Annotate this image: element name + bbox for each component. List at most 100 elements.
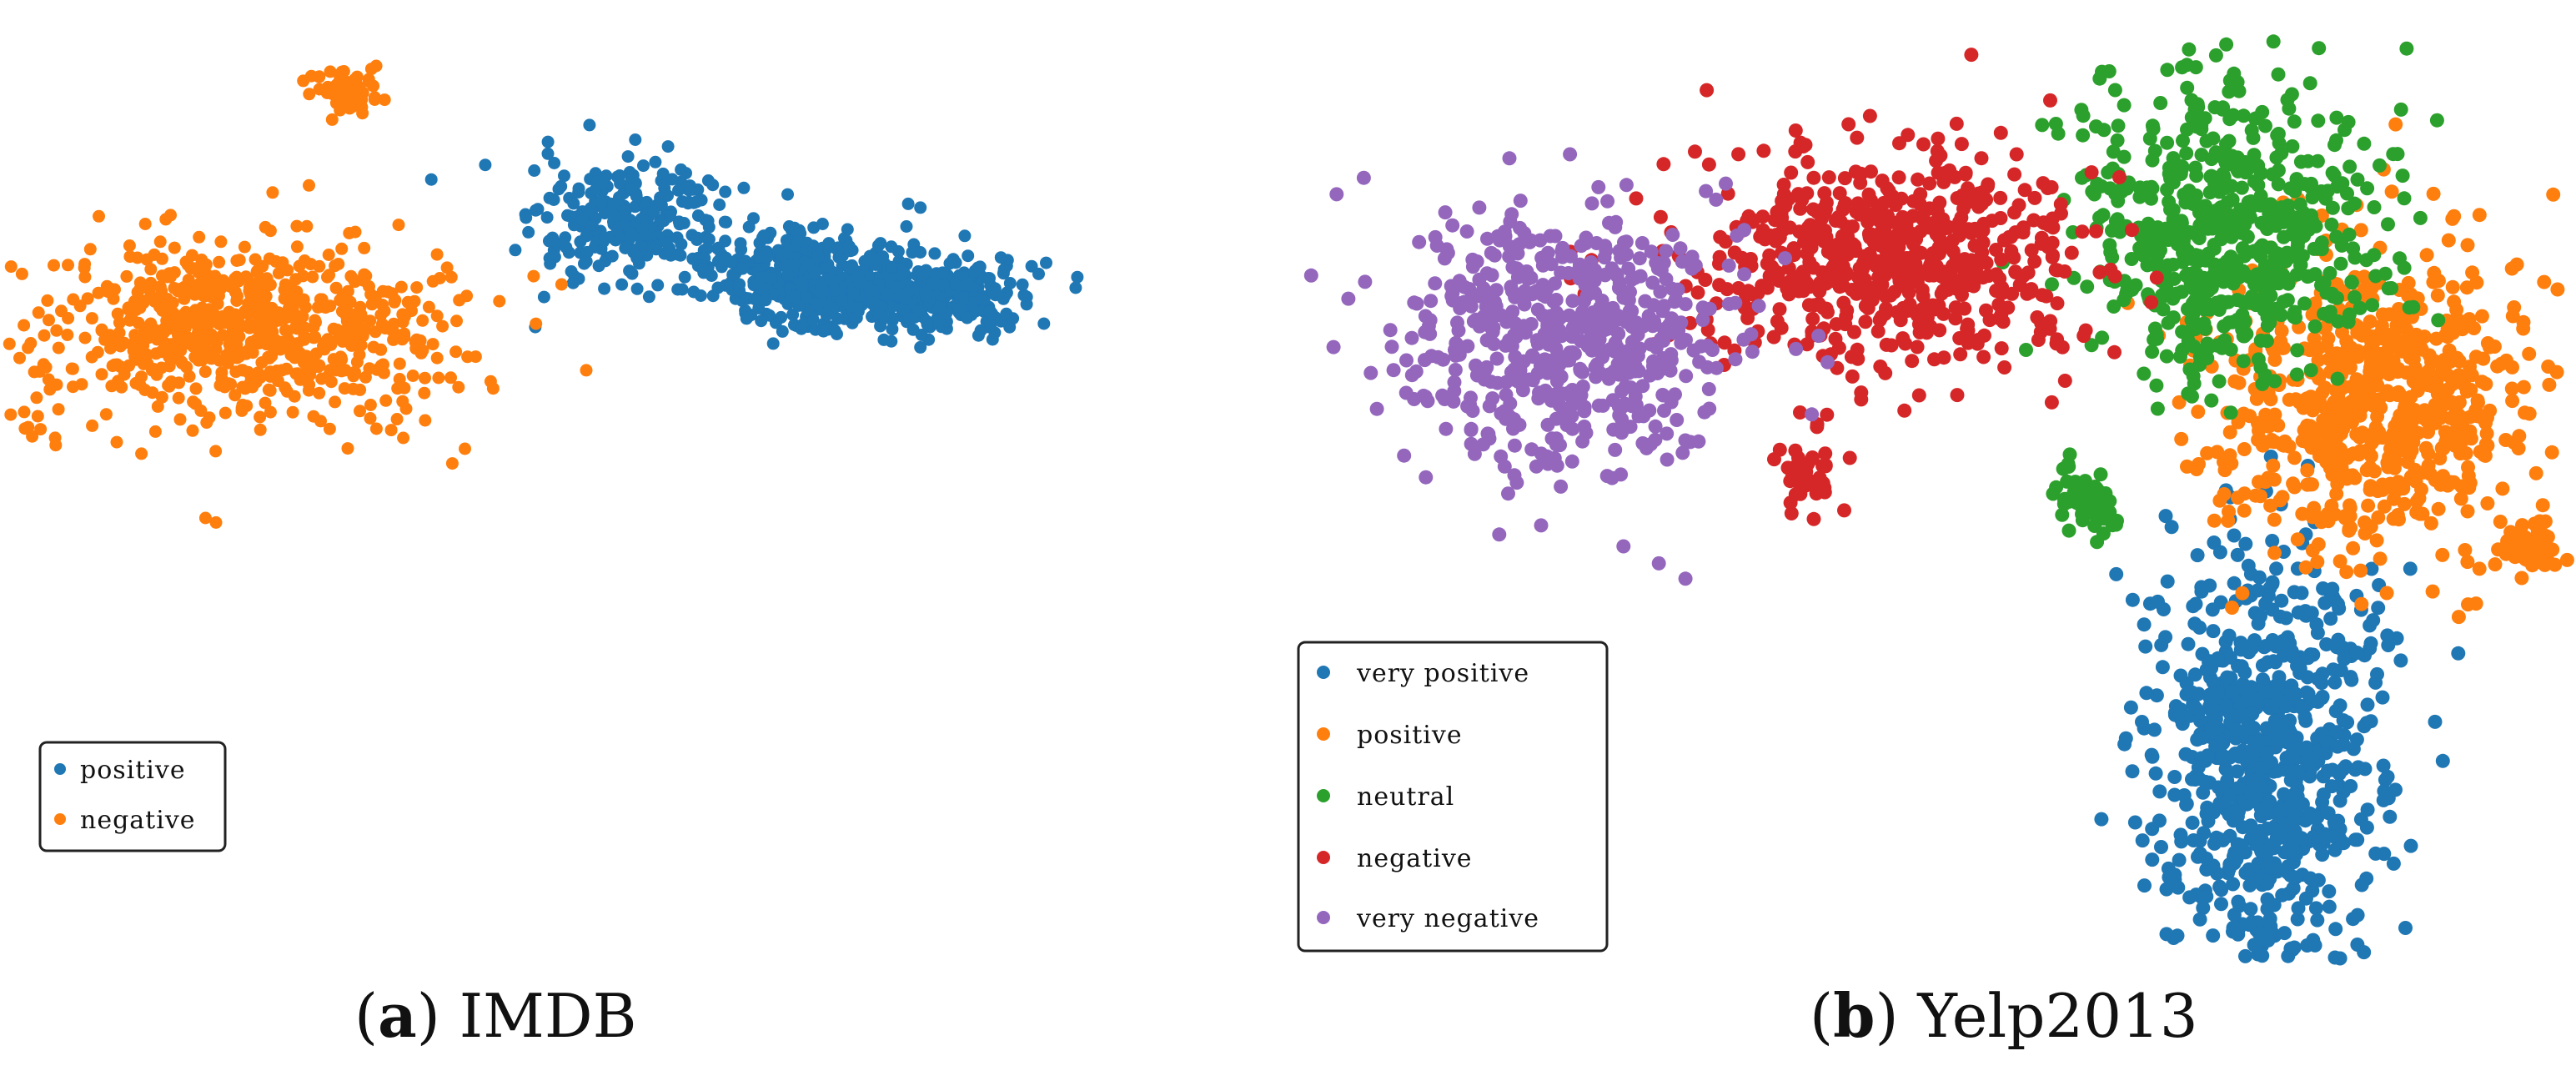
panel-a-point-positive — [509, 244, 522, 257]
panel-a-point-positive — [651, 279, 665, 292]
panel-b-point-negative — [1950, 191, 1965, 205]
panel-b-point-negative — [1897, 277, 1912, 292]
panel-b-point-negative — [1916, 289, 1931, 304]
panel-b-point-very-positive — [2218, 762, 2233, 777]
panel-b-point-neutral — [2061, 495, 2076, 509]
panel-a-point-positive — [741, 311, 754, 324]
panel-b-point-very-positive — [2211, 651, 2226, 666]
panel-a-point-positive — [949, 278, 962, 291]
panel-b-point-neutral — [2305, 190, 2320, 205]
panel-a-point-negative — [162, 379, 175, 392]
panel-a-point-negative — [315, 372, 329, 385]
panel-b-point-neutral — [2181, 244, 2196, 259]
panel-b-point-very-positive — [2274, 593, 2289, 608]
panel-b-point-very-positive — [2195, 891, 2210, 906]
panel-b-point-negative — [1835, 258, 1850, 273]
panel-b-point-very-negative — [1577, 420, 1592, 434]
panel-b-point-positive — [2402, 447, 2417, 462]
panel-b-point-positive — [2298, 560, 2313, 575]
panel-b-point-positive — [2304, 398, 2319, 413]
panel-a-point-positive — [748, 292, 761, 305]
panel-b-point-neutral — [2147, 143, 2162, 158]
panel-b-point-negative — [1784, 165, 1799, 180]
panel-a-point-negative — [209, 343, 223, 356]
panel-b-point-negative — [1976, 270, 1991, 285]
panel-a-point-negative — [251, 366, 264, 380]
panel-b-point-negative — [1790, 269, 1805, 284]
panel-b-point-positive — [2174, 431, 2189, 446]
panel-b-point-negative — [1819, 202, 1833, 217]
panel-b-point-very-positive — [2261, 655, 2275, 670]
panel-b-point-neutral — [2162, 224, 2177, 239]
panel-b-point-negative — [1898, 336, 1913, 351]
panel-a-point-negative — [55, 304, 68, 318]
panel-b-point-very-positive — [2315, 691, 2329, 706]
panel-b-point-very-positive — [2214, 751, 2229, 766]
panel-b-point-negative — [1929, 259, 1944, 274]
panel-b-point-very-negative — [1564, 398, 1579, 413]
panel-a-point-negative — [37, 358, 50, 371]
panel-a-point-negative — [161, 339, 174, 352]
panel-a-point-negative — [67, 380, 79, 394]
panel-a-point-positive — [820, 309, 833, 322]
panel-b-point-neutral — [2331, 314, 2346, 329]
panel-b-point-positive — [2461, 468, 2476, 483]
panel-b-point-positive — [2192, 457, 2206, 471]
panel-a-point-negative — [218, 406, 232, 420]
panel-a-point-positive — [650, 243, 663, 256]
panel-b-point-positive — [2393, 433, 2408, 448]
panel-a-point-negative — [148, 425, 162, 438]
panel-b-point-neutral — [2160, 135, 2175, 150]
panel-b-point-positive — [2319, 455, 2334, 470]
panel-b-point-positive — [2446, 475, 2461, 490]
panel-a-point-negative — [270, 365, 284, 377]
panel-a-point-negative — [432, 371, 445, 385]
panel-b-point-very-positive — [2272, 804, 2287, 819]
panel-b-point-neutral — [2269, 150, 2284, 165]
panel-a-point-negative — [401, 295, 414, 309]
panel-b-point-positive — [2455, 420, 2470, 435]
panel-a-point-positive — [595, 177, 609, 190]
panel-b-point-negative — [1974, 151, 1989, 166]
panel-a-point-positive — [1071, 270, 1084, 284]
panel-b-point-negative — [1793, 135, 1808, 150]
panel-a-point-negative — [359, 269, 373, 283]
panel-b-point-very-positive — [2403, 561, 2418, 576]
panel-b-point-very-positive — [2265, 575, 2280, 590]
panel-b-point-positive — [2248, 488, 2263, 503]
panel-b-point-negative — [1837, 503, 1851, 518]
panel-b-point-neutral — [2344, 274, 2359, 289]
panel-b-point-negative — [2064, 245, 2079, 260]
panel-b-point-positive — [2488, 557, 2503, 572]
panel-b-point-very-negative — [1634, 236, 1650, 250]
panel-b-point-negative — [1850, 130, 1865, 145]
panel-b-point-positive — [2436, 354, 2451, 369]
panel-b-point-negative — [1767, 452, 1781, 467]
panel-b-point-neutral — [2262, 206, 2277, 221]
panel-b-point-neutral — [2282, 101, 2297, 116]
panel-b-point-positive — [2267, 435, 2282, 450]
panel-b-point-positive — [2559, 552, 2574, 567]
panel-b-point-neutral — [2220, 273, 2235, 288]
panel-b-point-very-negative — [1619, 178, 1634, 193]
panel-b-point-neutral — [2289, 367, 2304, 382]
panel-b-point-neutral — [2431, 313, 2446, 328]
panel-a-point-negative — [172, 329, 185, 343]
panel-a-point-negative — [369, 422, 383, 435]
panel-a-point-positive — [691, 209, 705, 222]
panel-b-point-very-negative — [1507, 438, 1522, 453]
panel-b-point-positive — [2436, 441, 2451, 456]
panel-a-point-positive — [543, 234, 555, 248]
panel-b-point-very-positive — [2393, 653, 2408, 668]
panel-b-point-neutral — [2324, 217, 2339, 232]
panel-b-point-neutral — [2221, 294, 2236, 309]
panel-b-point-negative — [2016, 225, 2031, 240]
panel-b-point-neutral — [2201, 340, 2216, 355]
panel-a-point-positive — [943, 257, 957, 270]
panel-a-point-negative — [409, 335, 422, 349]
panel-b-point-positive — [2253, 433, 2268, 448]
panel-b-point-very-negative — [1679, 369, 1694, 384]
panel-a-point-negative — [145, 364, 158, 377]
panel-b-point-negative — [2078, 323, 2093, 338]
panel-b-point-positive — [2505, 359, 2519, 375]
